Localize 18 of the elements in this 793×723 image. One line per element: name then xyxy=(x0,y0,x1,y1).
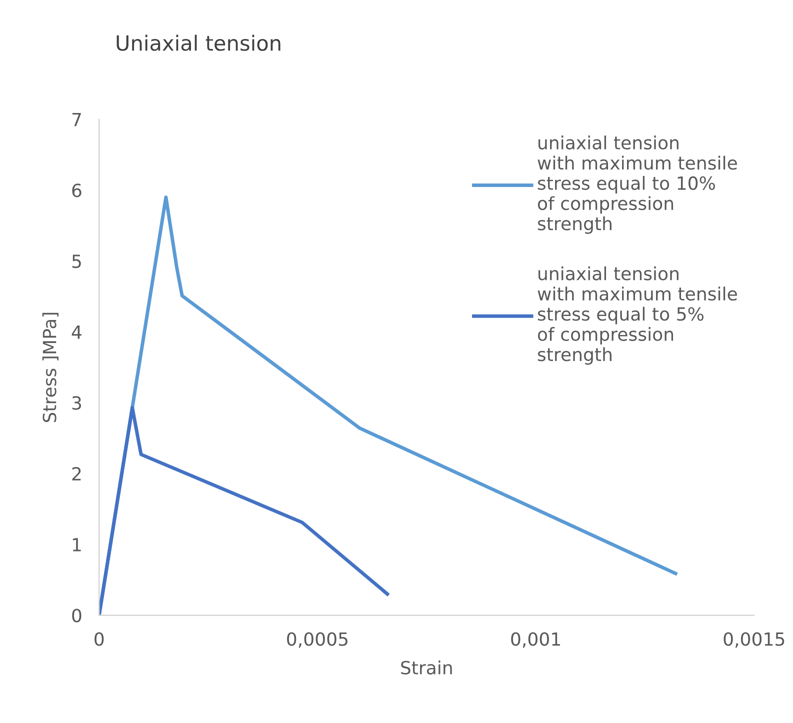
x-axis-title: Strain xyxy=(401,660,452,674)
x-tick-label: 0 xyxy=(94,632,104,646)
y-tick-label: 5 xyxy=(72,254,81,268)
legend-label: uniaxial tension with maximum tensile stress equal to 10% of compression strength xyxy=(538,136,737,234)
x-tick-label: 0,001 xyxy=(511,632,560,648)
y-tick-label: 0 xyxy=(72,608,82,622)
y-tick-label: 3 xyxy=(72,396,82,410)
chart-title: Uniaxial tension xyxy=(116,34,280,51)
y-tick-label: 6 xyxy=(72,184,82,198)
y-axis-title: Stress ]MPa] xyxy=(42,312,58,422)
y-tick-label: 1 xyxy=(72,538,81,552)
x-tick-label: 0,0015 xyxy=(724,632,784,648)
line-series xyxy=(99,406,390,616)
y-tick-label: 2 xyxy=(72,467,81,480)
legend-label: uniaxial tension with maximum tensile stress equal to 5% of compression strength xyxy=(538,266,737,365)
y-tick-label: 4 xyxy=(72,326,82,339)
y-tick-label: 7 xyxy=(72,112,81,126)
x-tick-label: 0,0005 xyxy=(287,632,348,648)
